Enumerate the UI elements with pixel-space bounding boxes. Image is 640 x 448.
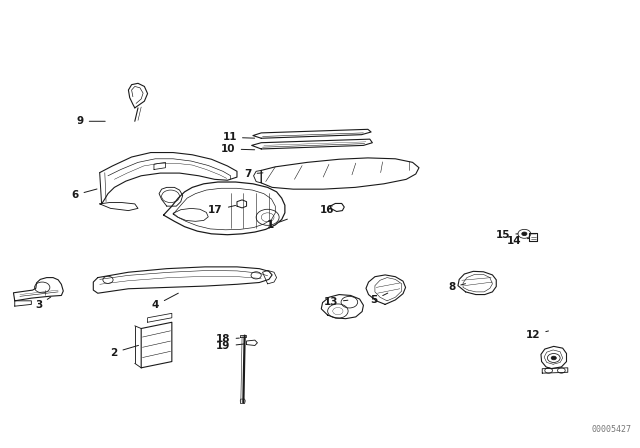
Text: 12: 12 [526,330,548,340]
Text: 7: 7 [244,169,263,179]
Text: 14: 14 [507,236,529,246]
Text: 19: 19 [216,341,244,351]
Text: 15: 15 [496,230,518,240]
Text: 10: 10 [221,144,255,154]
Text: 13: 13 [323,297,348,307]
Text: 4: 4 [152,293,179,310]
Circle shape [551,356,556,360]
Text: 00005427: 00005427 [591,425,632,434]
Text: 16: 16 [320,205,335,215]
Circle shape [522,232,527,236]
Text: 8: 8 [448,282,465,293]
Text: 17: 17 [208,205,236,215]
Text: 18: 18 [216,334,239,344]
Text: 11: 11 [223,132,255,142]
Text: 9: 9 [77,116,105,126]
Text: 5: 5 [370,293,388,305]
Text: 2: 2 [110,345,138,358]
Text: 3: 3 [35,297,51,310]
Text: 1: 1 [267,219,287,230]
Text: 6: 6 [71,189,97,200]
